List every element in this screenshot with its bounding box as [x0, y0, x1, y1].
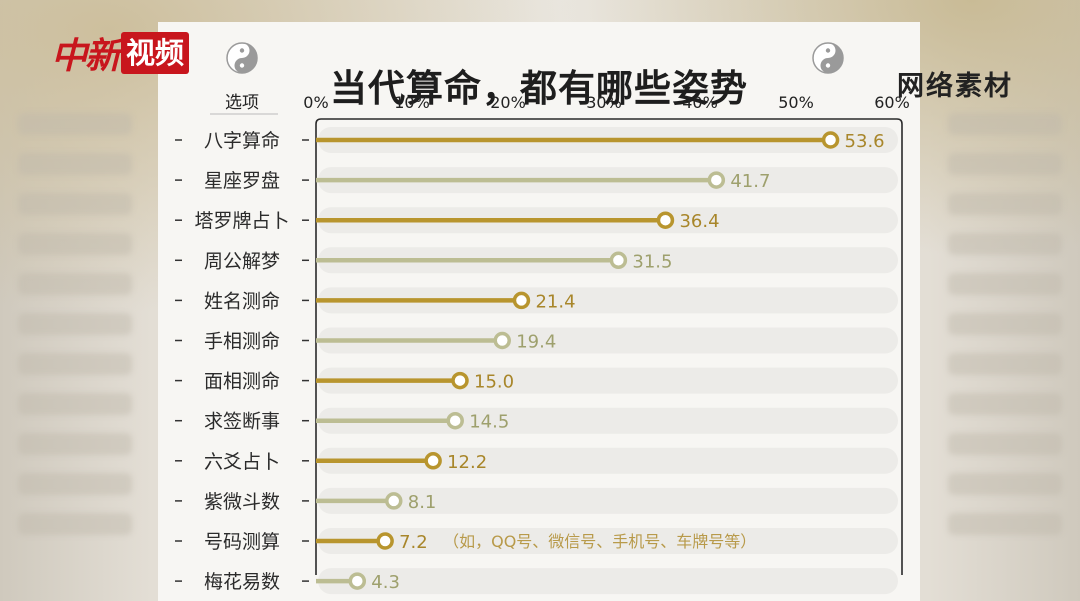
- bar-end-marker: [451, 371, 469, 390]
- category-label: 梅花易数: [204, 571, 280, 593]
- value-label: 53.6: [845, 131, 885, 152]
- value-label: 15.0: [474, 372, 514, 393]
- logo-text-red: 中新: [51, 35, 121, 77]
- chart-title: 当代算命，都有哪些姿势: [330, 67, 748, 110]
- background-decoration-left: [0, 95, 150, 601]
- x-tick-label: 10%: [394, 93, 430, 112]
- category-label: 周公解梦: [204, 250, 280, 272]
- bar-end-marker: [493, 331, 511, 350]
- bar-end-marker: [821, 131, 840, 149]
- value-label: 41.7: [730, 171, 770, 192]
- bar-end-marker: [376, 532, 394, 550]
- value-label: 36.4: [679, 211, 719, 232]
- bar-end-marker: [424, 452, 442, 470]
- watermark-text: 网络素材: [897, 71, 1013, 102]
- category-label: 六爻占卜: [204, 451, 280, 473]
- x-tick-label: 20%: [490, 93, 526, 112]
- x-tick-label: 60%: [874, 93, 910, 112]
- category-label: 手相测命: [204, 331, 280, 353]
- yinyang-right-icon: [812, 42, 844, 74]
- category-label: 塔罗牌占卜: [194, 210, 289, 232]
- bar-end-marker: [707, 171, 726, 189]
- bar-end-marker: [512, 291, 531, 310]
- bar-track: [318, 327, 898, 354]
- category-label: 号码测算: [204, 531, 280, 553]
- category-label: 星座罗盘: [204, 170, 280, 192]
- bar-end-marker: [446, 411, 464, 430]
- category-label: 求签断事: [204, 411, 280, 433]
- logo-text-box: 视频: [121, 32, 190, 74]
- bar-track: [318, 407, 898, 434]
- x-tick-label: 30%: [586, 93, 622, 112]
- bar-track: [318, 487, 898, 514]
- y-axis-header: 选项: [225, 93, 259, 113]
- x-tick-label: 0%: [303, 93, 328, 112]
- value-label: 31.5: [632, 251, 672, 272]
- value-label: 19.4: [516, 332, 556, 353]
- value-label: 8.1: [408, 492, 437, 513]
- bar-track: [318, 447, 898, 474]
- category-label: 面相测命: [204, 371, 280, 393]
- value-label: 14.5: [469, 412, 509, 433]
- annotation-label: （如，QQ号、微信号、手机号、车牌号等）: [443, 532, 756, 551]
- bar-end-marker: [656, 211, 675, 229]
- value-label: 21.4: [535, 291, 575, 312]
- value-label: 7.2: [399, 532, 428, 553]
- value-label: 12.2: [447, 452, 487, 473]
- news-logo: 中新 视频: [51, 30, 190, 77]
- value-label: 4.3: [371, 572, 400, 593]
- bar-end-marker: [385, 492, 403, 510]
- category-label: 紫微斗数: [204, 491, 280, 513]
- bar-end-marker: [609, 251, 628, 270]
- yinyang-left-icon: [226, 42, 258, 74]
- bar-track: [318, 528, 898, 554]
- x-tick-label: 40%: [682, 93, 718, 112]
- background-decoration-right: [930, 95, 1080, 601]
- bar-end-marker: [348, 572, 367, 590]
- x-tick-label: 50%: [778, 93, 814, 112]
- bar-track: [318, 287, 898, 314]
- plot-frame: [315, 118, 903, 575]
- category-label: 姓名测命: [204, 290, 280, 312]
- category-label: 八字算命: [204, 130, 280, 152]
- bar-track: [318, 568, 898, 595]
